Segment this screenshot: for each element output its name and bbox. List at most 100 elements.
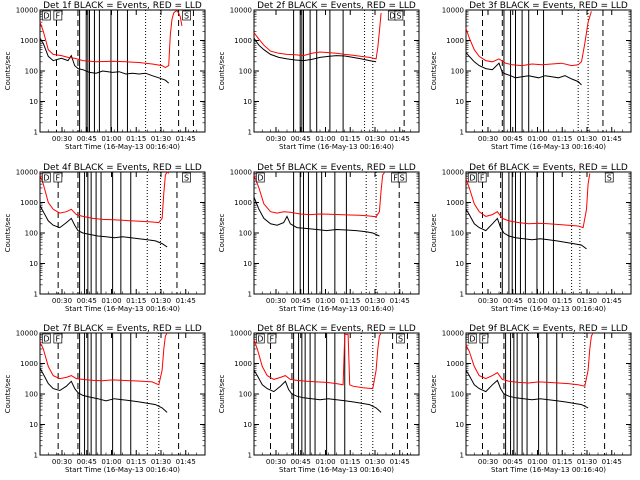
y-tick-label: 10000 (16, 7, 38, 15)
y-tick-label: 100 (239, 68, 252, 76)
y-tick-label: 1 (460, 291, 464, 299)
axes-frame (465, 332, 632, 456)
y-axis-label: Counts/sec (430, 375, 438, 414)
marker-letter: D (257, 335, 263, 344)
x-tick-label: 00:30 (266, 458, 286, 466)
y-tick-label: 10 (243, 260, 252, 268)
marker-letter: F (393, 174, 398, 183)
y-tick-label: 10000 (16, 330, 38, 338)
marker-letter: S (396, 12, 401, 21)
x-tick-label: 01:00 (527, 297, 547, 305)
x-tick-label: 01:15 (340, 297, 360, 305)
y-tick-label: 10000 (230, 7, 252, 15)
x-tick-label: 01:30 (577, 135, 597, 143)
y-tick-label: 10000 (230, 330, 252, 338)
x-tick-label: 01:30 (365, 297, 385, 305)
x-tick-label: 01:45 (602, 135, 622, 143)
x-tick-label: 01:00 (101, 135, 121, 143)
chart-panel-4: Det 4f BLACK = Events, RED = LLD 1 10 100 10… (4, 163, 206, 313)
y-tick-label: 100 (25, 68, 38, 76)
y-tick-label: 1000 (234, 37, 252, 45)
y-tick-label: 1 (460, 452, 464, 460)
chart-title: Det 8f BLACK = Events, RED = LLD (257, 324, 416, 334)
y-tick-label: 10 (455, 260, 464, 268)
chart-panel-3: Det 3f BLACK = Events, RED = LLD 1 10 100 10… (430, 1, 632, 151)
x-axis-label: Start Time (16-May-13 00:16:40) (65, 466, 180, 474)
marker-box (396, 333, 405, 344)
chart-panel-6: Det 6f BLACK = Events, RED = LLD 1 10 100 10… (430, 163, 632, 313)
marker-letter: D (469, 174, 475, 183)
x-tick-label: 01:00 (101, 458, 121, 466)
x-tick-label: 00:30 (478, 135, 498, 143)
y-tick-label: 1 (248, 452, 252, 460)
axes-frame (253, 171, 420, 295)
x-axis-label: Start Time (16-May-13 00:16:40) (279, 143, 394, 151)
chart-panel-1: Det 1f BLACK = Events, RED = LLD 1 10 100 10… (4, 1, 206, 151)
x-tick-label: 00:45 (77, 135, 97, 143)
series-line-events (465, 209, 587, 250)
y-tick-label: 1 (460, 129, 464, 137)
y-axis-label: Counts/sec (218, 214, 226, 253)
y-tick-label: 10000 (230, 169, 252, 177)
x-tick-label: 01:45 (602, 297, 622, 305)
y-tick-label: 1 (34, 452, 38, 460)
x-tick-label: 01:45 (390, 297, 410, 305)
marker-box (41, 172, 51, 183)
x-tick-label: 01:45 (390, 135, 410, 143)
y-tick-label: 1000 (20, 37, 38, 45)
y-tick-label: 10 (29, 421, 38, 429)
x-tick-label: 01:15 (126, 458, 146, 466)
x-tick-label: 00:30 (52, 297, 72, 305)
series-line-events (465, 370, 589, 409)
chart-title: Det 7f BLACK = Events, RED = LLD (43, 324, 202, 334)
y-tick-label: 100 (451, 68, 464, 76)
y-tick-label: 1 (34, 129, 38, 137)
x-tick-label: 01:45 (176, 135, 196, 143)
series-line-lld (39, 332, 168, 386)
marker-box (255, 172, 265, 183)
marker-box (467, 333, 477, 344)
x-axis-label: Start Time (16-May-13 00:16:40) (491, 466, 606, 474)
axes-frame (253, 9, 420, 133)
x-tick-label: 01:15 (552, 135, 572, 143)
x-tick-label: 01:00 (101, 297, 121, 305)
x-tick-label: 01:00 (315, 135, 335, 143)
x-tick-label: 01:45 (176, 297, 196, 305)
axes-frame (39, 332, 206, 456)
marker-box (53, 172, 63, 183)
marker-letter: D (43, 12, 49, 21)
x-tick-label: 00:45 (77, 297, 97, 305)
x-tick-label: 00:45 (291, 135, 311, 143)
y-tick-label: 1000 (234, 199, 252, 207)
chart-title: Det 2f BLACK = Events, RED = LLD (257, 1, 416, 11)
y-tick-label: 100 (25, 391, 38, 399)
marker-letter: S (607, 174, 612, 183)
marker-box (182, 10, 191, 21)
axes-frame (465, 171, 632, 295)
x-tick-label: 01:15 (552, 297, 572, 305)
chart-panel-8: Det 8f BLACK = Events, RED = LLD 1 10 100 10… (218, 324, 420, 474)
x-tick-label: 01:30 (365, 135, 385, 143)
series-line-lld (253, 172, 385, 218)
x-tick-label: 00:45 (503, 458, 523, 466)
x-tick-label: 00:45 (291, 297, 311, 305)
marker-box (467, 172, 477, 183)
y-tick-label: 1000 (446, 199, 464, 207)
axes-frame (465, 9, 632, 133)
y-tick-label: 1000 (234, 360, 252, 368)
x-tick-label: 01:15 (340, 135, 360, 143)
x-tick-label: 00:30 (52, 135, 72, 143)
x-tick-label: 01:00 (315, 297, 335, 305)
y-tick-label: 1000 (20, 199, 38, 207)
marker-letter: S (184, 12, 189, 21)
x-tick-label: 01:15 (552, 458, 572, 466)
y-axis-label: Counts/sec (218, 375, 226, 414)
chart-title: Det 3f BLACK = Events, RED = LLD (469, 1, 628, 11)
series-line-events (465, 52, 582, 86)
y-axis-label: Counts/sec (218, 52, 226, 91)
series-line-lld (253, 12, 382, 60)
y-tick-label: 10 (29, 260, 38, 268)
y-tick-label: 100 (239, 391, 252, 399)
x-tick-label: 00:45 (503, 297, 523, 305)
x-tick-label: 01:45 (176, 458, 196, 466)
